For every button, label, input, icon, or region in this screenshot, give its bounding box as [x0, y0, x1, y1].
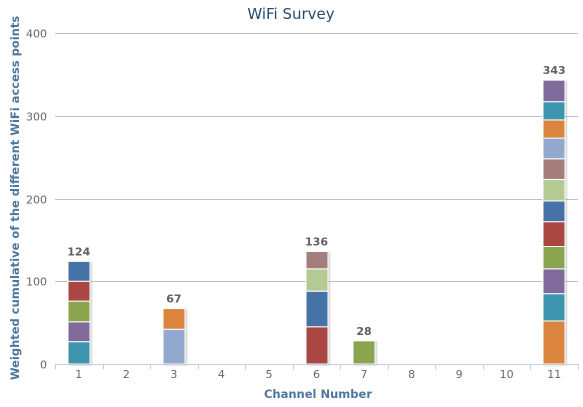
x-tick-label: 5 [265, 368, 272, 381]
bar-segment[interactable] [542, 119, 566, 139]
y-tick-label: 0 [40, 359, 47, 372]
bar-segment[interactable] [542, 268, 566, 295]
bar-segment[interactable] [542, 137, 566, 160]
x-tick-label: 11 [547, 368, 561, 381]
bar-segment[interactable] [67, 280, 91, 302]
bar-total-label: 343 [543, 64, 566, 77]
bar-segment[interactable] [67, 300, 91, 323]
x-tick-label: 1 [75, 368, 82, 381]
bar-stack-channel-1[interactable] [67, 260, 91, 365]
bar-segment[interactable] [162, 328, 186, 365]
bar-stack-channel-11[interactable] [542, 79, 566, 365]
bar-segment[interactable] [542, 221, 566, 247]
bar-segment[interactable] [542, 245, 566, 270]
bar-total-label: 28 [356, 325, 371, 338]
bar-segment[interactable] [67, 321, 91, 343]
bar-stack-channel-7[interactable] [352, 340, 376, 365]
x-tick-label: 8 [408, 368, 415, 381]
bar-stack-channel-6[interactable] [305, 250, 329, 365]
bar-segment[interactable] [162, 308, 186, 330]
bar-segment[interactable] [542, 79, 566, 103]
x-tick-label: 10 [500, 368, 514, 381]
x-tick-label: 2 [123, 368, 130, 381]
bar-segment[interactable] [67, 341, 91, 365]
bar-segment[interactable] [542, 101, 566, 121]
bar-segment[interactable] [305, 326, 329, 365]
bar-total-label: 67 [166, 293, 181, 306]
bar-segment[interactable] [542, 158, 566, 180]
y-axis-title: Weighted cumulative of the different WiF… [8, 16, 22, 380]
bar-segment[interactable] [352, 340, 376, 365]
bar-segment[interactable] [542, 178, 566, 202]
data-labels: 124 67 136 28 343 [67, 64, 565, 338]
bar-segment[interactable] [542, 320, 566, 365]
bar-total-label: 124 [67, 245, 90, 258]
x-tick-label: 6 [313, 368, 320, 381]
bar-stack-channel-3[interactable] [162, 308, 186, 365]
bar-segment[interactable] [67, 260, 91, 282]
x-tick-label: 3 [170, 368, 177, 381]
bar-segment[interactable] [542, 200, 566, 223]
y-tick-label: 400 [26, 28, 47, 41]
bar-segment[interactable] [305, 268, 329, 292]
chart-title: WiFi Survey [247, 5, 334, 23]
y-tick-label: 200 [26, 194, 47, 207]
x-axis-title: Channel Number [264, 387, 372, 401]
bars [67, 79, 566, 365]
x-tick-label: 9 [456, 368, 463, 381]
bar-segment[interactable] [305, 290, 329, 328]
y-tick-label: 300 [26, 111, 47, 124]
bar-total-label: 136 [305, 235, 328, 248]
bar-segment[interactable] [542, 293, 566, 322]
bar-segment[interactable] [305, 250, 329, 270]
y-tick-label: 100 [26, 276, 47, 289]
x-tick-label: 4 [218, 368, 225, 381]
x-tick-label: 7 [361, 368, 368, 381]
